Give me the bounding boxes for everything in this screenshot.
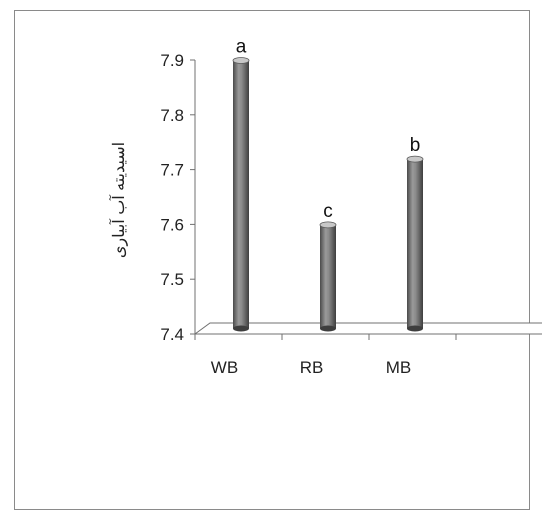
bar-base (233, 325, 249, 332)
category-label: MB (386, 358, 412, 377)
y-tick-label: 7.9 (160, 51, 184, 70)
y-tick-label: 7.5 (160, 270, 184, 289)
data-label: b (410, 135, 421, 156)
bar (232, 57, 250, 332)
chart: اسیدیته آب آبیاری 7.4 7.5 7.6 7.7 7.8 7.9 WB R… (108, 37, 542, 377)
bar-body (320, 224, 336, 329)
category-labels: WB RB MB (211, 358, 411, 377)
category-label: WB (211, 358, 238, 377)
data-label: a (236, 37, 247, 58)
chart-frame (14, 10, 530, 510)
y-tick-label: 7.4 (160, 325, 184, 344)
axes (193, 60, 542, 340)
bar (406, 155, 424, 332)
bar-top (406, 155, 424, 163)
data-label: c (323, 201, 333, 222)
bar-base (320, 325, 336, 332)
bar-top (319, 221, 337, 229)
bar (319, 221, 337, 332)
y-tick-labels: 7.4 7.5 7.6 7.7 7.8 7.9 (160, 51, 195, 344)
y-tick-label: 7.8 (160, 106, 184, 125)
bar-top (232, 57, 250, 64)
bar-body (407, 159, 423, 329)
data-labels: a c b (236, 37, 421, 222)
y-tick-label: 7.7 (160, 161, 184, 180)
bar-body (233, 60, 249, 329)
category-label: RB (300, 358, 324, 377)
y-axis-label: اسیدیته آب آبیاری (108, 142, 128, 258)
bars (232, 57, 424, 332)
chart-floor (193, 322, 542, 335)
bar-base (407, 325, 423, 332)
y-tick-label: 7.6 (160, 215, 184, 234)
